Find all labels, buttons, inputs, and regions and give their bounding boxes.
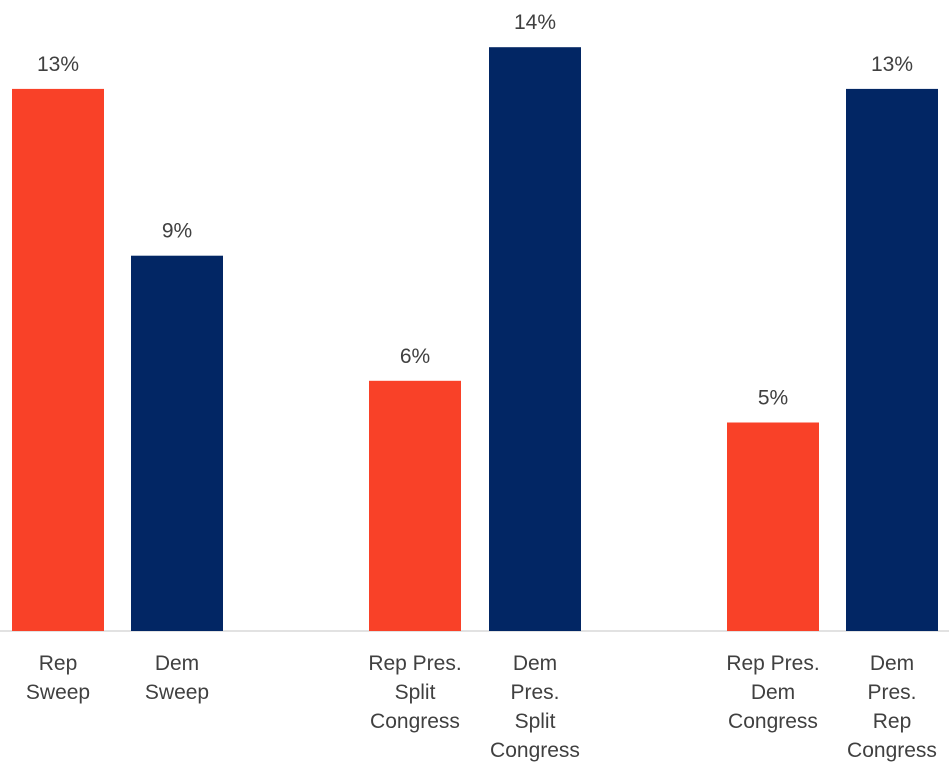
category-label-4: Dem Pres. Split Congress	[490, 652, 580, 762]
category-label-1: Rep Sweep	[26, 652, 90, 704]
category-label-line: Split	[395, 681, 436, 704]
data-label-4: 14%	[514, 11, 556, 34]
category-label-line: Sweep	[145, 681, 209, 704]
category-label-line: Split	[515, 710, 556, 733]
bars-group	[12, 47, 938, 631]
category-label-line: Rep Pres.	[726, 652, 819, 675]
category-label-line: Dem	[155, 652, 199, 675]
data-label-6: 13%	[871, 53, 913, 76]
category-label-line: Congress	[847, 739, 937, 762]
bar-2	[131, 255, 223, 631]
data-label-5: 5%	[758, 387, 788, 410]
category-label-6: Dem Pres. Rep Congress	[847, 652, 937, 762]
category-label-line: Rep	[39, 652, 78, 675]
bar-3	[369, 380, 461, 631]
category-label-line: Congress	[728, 710, 818, 733]
category-label-line: Rep	[873, 710, 912, 733]
category-label-line: Pres.	[510, 681, 559, 704]
category-label-line: Congress	[370, 710, 460, 733]
category-label-line: Dem	[751, 681, 795, 704]
category-label-3: Rep Pres. Split Congress	[368, 652, 461, 733]
data-label-2: 9%	[162, 220, 192, 243]
bar-5	[727, 422, 819, 631]
category-label-5: Rep Pres. Dem Congress	[726, 652, 819, 733]
category-label-line: Dem	[513, 652, 557, 675]
category-label-2: Dem Sweep	[145, 652, 209, 704]
category-label-line: Sweep	[26, 681, 90, 704]
bar-6	[846, 88, 938, 631]
category-label-line: Dem	[870, 652, 914, 675]
category-label-line: Rep Pres.	[368, 652, 461, 675]
category-label-line: Congress	[490, 739, 580, 762]
category-label-line: Pres.	[867, 681, 916, 704]
data-label-1: 13%	[37, 53, 79, 76]
bar-4	[489, 47, 581, 631]
data-label-3: 6%	[400, 345, 430, 368]
bar-1	[12, 88, 104, 631]
value-labels-group: 13% 9% 6% 14% 5% 13%	[37, 11, 913, 409]
